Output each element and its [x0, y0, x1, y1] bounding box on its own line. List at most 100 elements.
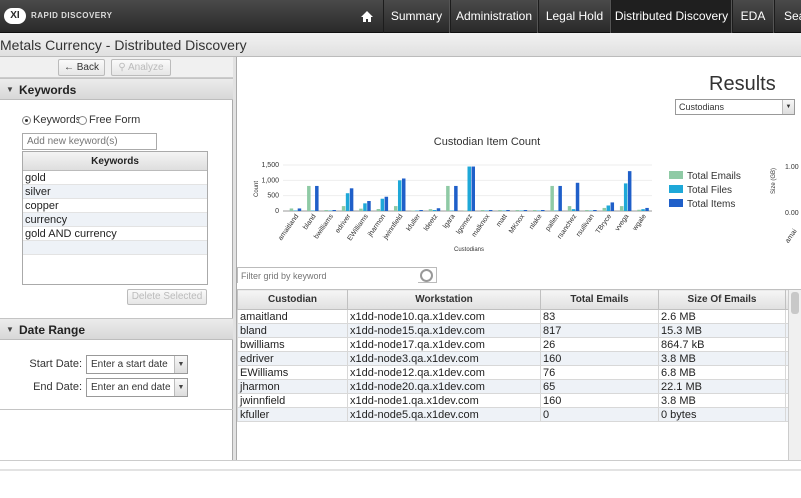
radio-free-form-label: Free Form: [89, 114, 141, 126]
x-tick-label: matt: [495, 213, 509, 228]
y-axis-label: Count: [254, 181, 260, 197]
radio-free-form[interactable]: Free Form: [78, 114, 140, 126]
keywords-grid-header[interactable]: Keywords: [23, 152, 207, 171]
chart-bar: [463, 210, 467, 211]
chart-bar: [446, 185, 450, 211]
start-date-field[interactable]: Enter a start date ▼: [86, 355, 188, 374]
nav-eda[interactable]: EDA: [732, 0, 774, 33]
app-logo: XI: [4, 8, 26, 24]
analyze-button[interactable]: ⚲ Analyze: [111, 59, 171, 76]
chart-bar: [363, 203, 367, 211]
legend-label: Total Items: [687, 199, 735, 210]
chart-bar: [307, 185, 311, 211]
end-date-placeholder: Enter an end date: [91, 382, 171, 393]
keywords-section-title: Keywords: [19, 83, 77, 97]
chart-bar: [558, 185, 562, 211]
delete-selected-button[interactable]: Delete Selected: [127, 289, 207, 305]
chart-bar: [480, 210, 485, 211]
table-cell: 864.7 kB: [658, 337, 786, 352]
chart-bar: [610, 202, 615, 211]
end-date-field[interactable]: Enter an end date ▼: [86, 378, 188, 397]
x-tick-label: edriver: [334, 213, 352, 235]
chart-bar: [341, 206, 346, 211]
y-tick-label: 0: [275, 208, 279, 215]
radio-keywords[interactable]: Keywords: [22, 114, 81, 126]
x-tick-label: lgara: [442, 213, 457, 230]
grid-search-input[interactable]: [238, 269, 418, 283]
chart-bar: [311, 210, 315, 211]
vertical-scrollbar[interactable]: [788, 290, 801, 460]
keyword-input[interactable]: [22, 133, 157, 150]
table-row[interactable]: amaitland x1dd-node10.qa.x1dev.com 83 2.6 M…: [237, 309, 801, 324]
nav-distributed-discovery[interactable]: Distributed Discovery: [611, 0, 732, 33]
collapse-triangle-icon: ▼: [6, 325, 14, 334]
chart-bar: [571, 209, 576, 211]
legend-swatch: [669, 171, 683, 179]
title-bar: Metals Currency - Distributed Discovery: [0, 33, 801, 57]
table-cell: x1dd-node3.qa.x1dev.com: [347, 351, 541, 366]
table-cell: 0 bytes: [658, 407, 786, 422]
home-icon[interactable]: [352, 0, 382, 33]
chart-bar: [567, 206, 572, 211]
nav-administration[interactable]: Administration: [450, 0, 538, 33]
chart-bar: [575, 182, 580, 211]
keyword-row[interactable]: copper: [23, 199, 207, 213]
nav-legal-hold[interactable]: Legal Hold: [538, 0, 611, 33]
second-chart-y-tick: 0.00: [785, 210, 799, 217]
chart-bar: [519, 210, 524, 211]
column-header[interactable]: Custodian: [237, 289, 348, 310]
column-header[interactable]: Total Emails: [540, 289, 659, 310]
x-tick-label: malknox: [471, 213, 492, 239]
table-cell: kfuller: [237, 407, 348, 422]
column-header[interactable]: Size Of Emails: [658, 289, 786, 310]
results-view-select[interactable]: Custodians ▼: [675, 99, 795, 115]
keywords-section-header[interactable]: ▼ Keywords: [0, 78, 233, 100]
keyword-row[interactable]: silver: [23, 185, 207, 199]
table-cell: 83: [540, 309, 659, 324]
keyword-row[interactable]: [23, 241, 207, 255]
chart-bar: [380, 198, 385, 211]
keyword-row[interactable]: currency: [23, 213, 207, 227]
chart-bar: [471, 166, 475, 211]
table-row[interactable]: bwilliams x1dd-node17.qa.x1dev.com 26 864.7…: [237, 337, 801, 352]
chart-bar: [602, 207, 607, 211]
grid-search-box[interactable]: [237, 267, 437, 283]
date-range-section-header[interactable]: ▼ Date Range: [0, 318, 233, 340]
table-cell: 6.8 MB: [658, 365, 786, 380]
custodian-chart: Custodian Item CountCount1,5001,0005000a…: [254, 136, 799, 253]
table-row[interactable]: jharmon x1dd-node20.qa.x1dev.com 65 22.1 MB…: [237, 379, 801, 394]
back-button[interactable]: ← Back: [58, 59, 105, 76]
table-row[interactable]: EWilliams x1dd-node12.qa.x1dev.com 76 6.8 M…: [237, 365, 801, 380]
table-cell: x1dd-node17.qa.x1dev.com: [347, 337, 541, 352]
chart-bar: [454, 185, 458, 211]
footer-divider: [0, 469, 801, 471]
table-row[interactable]: jwinnfield x1dd-node1.qa.x1dev.com 160 3.8 …: [237, 393, 801, 408]
keyword-row[interactable]: gold AND currency: [23, 227, 207, 241]
column-header[interactable]: Workstation: [347, 289, 541, 310]
search-icon[interactable]: [420, 269, 433, 282]
table-cell: edriver: [237, 351, 348, 366]
table-cell: 0: [540, 407, 659, 422]
table-cell: x1dd-node12.qa.x1dev.com: [347, 365, 541, 380]
keyword-row[interactable]: gold: [23, 171, 207, 185]
dropdown-arrow-icon[interactable]: ▼: [782, 100, 794, 114]
dropdown-arrow-icon[interactable]: ▼: [174, 356, 187, 373]
chart-bar: [349, 188, 354, 211]
collapse-triangle-icon: ▼: [6, 85, 14, 94]
x-tick-label: nlake: [528, 213, 543, 231]
chart-bar: [498, 210, 502, 211]
scrollbar-thumb[interactable]: [791, 292, 799, 314]
nav-search[interactable]: Sea: [774, 0, 801, 33]
chart-bar: [506, 210, 510, 211]
panel-splitter[interactable]: [233, 57, 237, 460]
nav-summary[interactable]: Summary: [383, 0, 450, 33]
chart-bar: [589, 210, 593, 211]
footer: [0, 460, 801, 498]
results-panel: Results Custodians ▼ Custodian Item Coun…: [237, 57, 801, 460]
chart-bar: [328, 210, 332, 211]
table-cell: 65: [540, 379, 659, 394]
dropdown-arrow-icon[interactable]: ▼: [174, 379, 187, 396]
